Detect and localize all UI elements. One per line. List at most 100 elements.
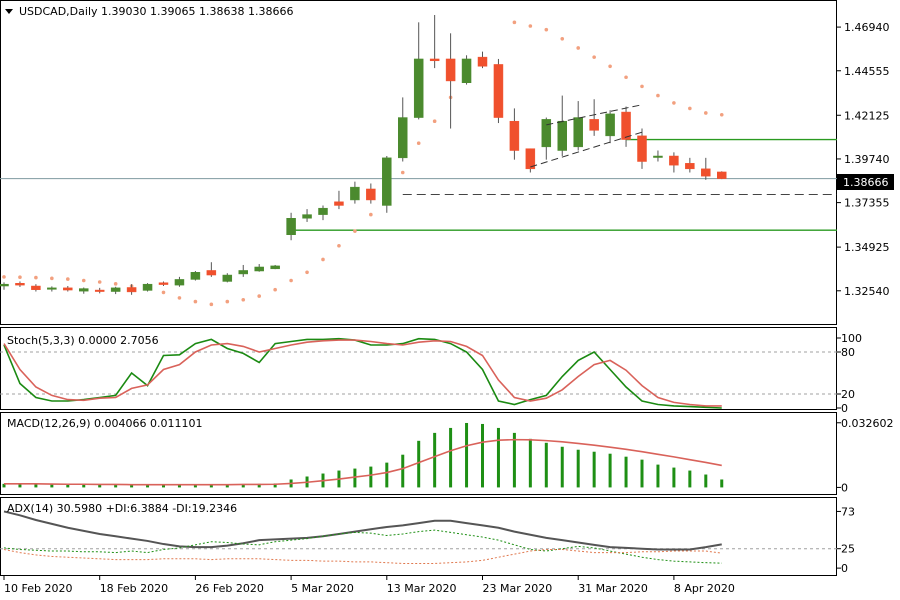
macd-bar [257, 483, 261, 488]
macd-bar [417, 440, 421, 488]
macd-histogram [2, 422, 724, 488]
stochastic-lines [0, 337, 837, 409]
candle-body [94, 289, 105, 292]
candle-body [47, 287, 57, 290]
sar-dot [416, 141, 421, 145]
adx-tick-label: 73 [841, 505, 855, 518]
price-tick-label: 1.42125 [844, 109, 890, 122]
macd-bar [34, 484, 38, 488]
date-tick-label: 13 Mar 2020 [387, 582, 457, 595]
price-tick-label: 1.32540 [844, 285, 890, 298]
candle-body [126, 287, 137, 293]
sar-dot [2, 275, 6, 279]
candle-body [685, 163, 695, 170]
sar-dot [672, 101, 676, 105]
candle-body [525, 148, 536, 170]
macd-bar [560, 446, 564, 488]
candle-body [573, 117, 583, 148]
candle-body [445, 58, 456, 82]
stoch-tick-label: 0 [841, 402, 848, 415]
adx-minusdi-line [3, 548, 722, 564]
macd-bar [544, 442, 548, 488]
sar-dot [608, 64, 612, 69]
candle-body [206, 270, 217, 276]
macd-bar [624, 456, 628, 488]
sar-dot [241, 297, 246, 302]
macd-bar [130, 485, 134, 488]
macd-bar [496, 427, 500, 488]
candle-body [238, 270, 248, 275]
sar-dot [528, 24, 533, 28]
macd-bar [672, 467, 676, 488]
candle-body [270, 265, 280, 270]
adx-tick-label: 0 [841, 562, 848, 575]
adx-adx-line [3, 510, 722, 551]
triangle-down-icon[interactable] [5, 9, 13, 14]
candle-body [701, 168, 711, 177]
channel-lower[interactable] [530, 131, 643, 168]
axes: 1.46940 1.44555 1.42125 1.39740 1.37355 1.349… [3, 21, 894, 595]
stoch-main-line [3, 337, 722, 409]
sar-dot [66, 277, 70, 281]
macd-bar [576, 449, 580, 488]
sar-dot [544, 27, 549, 32]
macd-bar [50, 484, 54, 488]
macd-bar [369, 466, 373, 488]
macd-bar [401, 454, 405, 488]
sar-dot [337, 243, 341, 248]
candle-body [637, 135, 647, 162]
stoch-panel[interactable] [0, 327, 837, 410]
sar-dot [560, 37, 565, 41]
sar-dot [97, 280, 102, 284]
sar-dot [321, 257, 325, 262]
macd-bar [209, 484, 213, 488]
sar-dot [400, 170, 405, 175]
candle-body [350, 186, 360, 201]
sar-dot [193, 299, 198, 304]
candle-body [382, 157, 392, 206]
macd-bar [225, 484, 229, 488]
date-tick-label: 5 Mar 2020 [291, 582, 354, 595]
sar-dot [592, 55, 596, 59]
sar-dot [624, 75, 628, 80]
candle-body [302, 214, 312, 219]
candle-body [222, 274, 233, 282]
adx-panel[interactable] [0, 497, 837, 576]
macd-bar [608, 453, 612, 488]
channel-upper[interactable] [546, 104, 643, 126]
sar-dot [113, 282, 118, 286]
sar-dot [34, 275, 38, 280]
macd-bar [193, 484, 197, 488]
candle-body [509, 120, 520, 151]
macd-bar [82, 484, 86, 488]
macd-bar [177, 484, 181, 488]
macd-bar [512, 432, 516, 488]
sar-dot [369, 212, 373, 217]
sar-dot [704, 111, 708, 115]
candle-body [429, 58, 440, 62]
sar-dot [656, 93, 660, 98]
macd-bar [465, 422, 469, 488]
sar-dot [512, 20, 517, 25]
price-tick-label: 1.39740 [844, 153, 890, 166]
candle-body [653, 155, 663, 158]
sar-dot [177, 296, 182, 300]
candle-body [461, 58, 472, 84]
sar-dot [432, 119, 437, 124]
date-tick-label: 23 Mar 2020 [483, 582, 553, 595]
macd-bar [481, 423, 484, 488]
macd-tick-label: 0 [841, 481, 848, 494]
stoch-tick-label: 100 [841, 332, 862, 345]
price-tick-label: 1.37355 [844, 197, 890, 210]
macd-bar [720, 479, 724, 488]
macd-bar [449, 427, 453, 488]
sar-dot [640, 84, 644, 89]
candle-body [621, 111, 631, 140]
sar-dot [18, 275, 22, 280]
sar-dot [688, 106, 692, 111]
date-tick-label: 10 Feb 2020 [4, 582, 72, 595]
candle-body [589, 119, 599, 131]
macd-bar [385, 462, 389, 488]
macd-bar [66, 484, 70, 488]
